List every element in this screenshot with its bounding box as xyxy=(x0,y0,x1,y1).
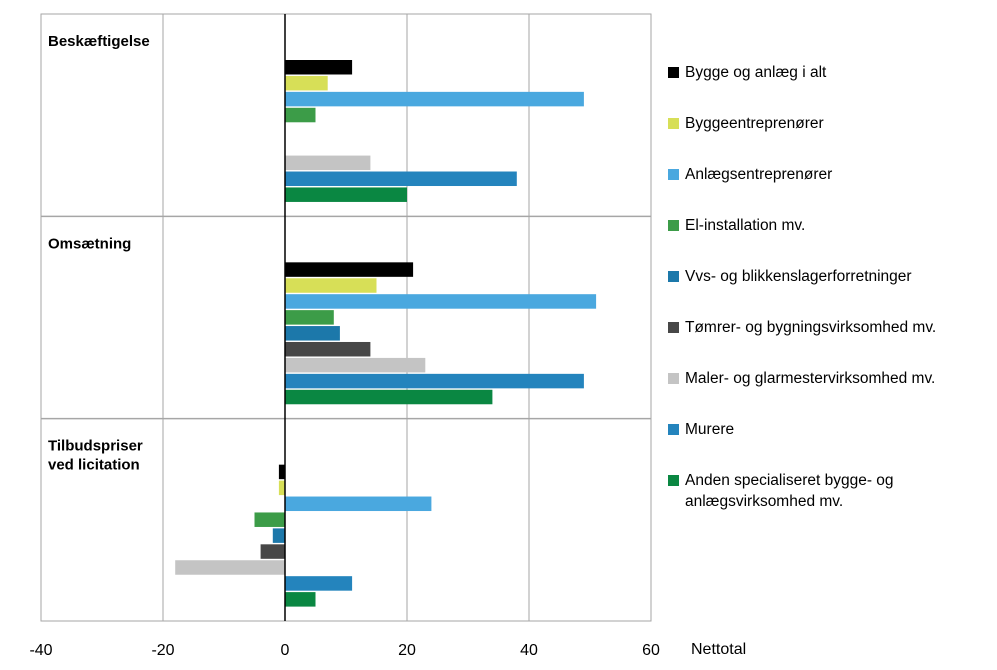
bar xyxy=(285,496,432,512)
bar xyxy=(285,389,493,405)
legend-swatch xyxy=(668,424,679,435)
panel-title-line: Tilbudspriser xyxy=(48,438,143,455)
legend-label: Maler- og glarmestervirksomhed mv. xyxy=(685,370,936,387)
bar xyxy=(285,592,316,607)
bar xyxy=(285,107,316,123)
bar xyxy=(260,544,285,559)
legend-label: Byggeentreprenører xyxy=(685,115,824,132)
x-tick-label: 60 xyxy=(642,642,660,659)
bar xyxy=(285,278,377,293)
panel-title: Omsætning xyxy=(48,235,131,252)
legend-item: Anlægsentreprenører xyxy=(668,164,832,185)
bar xyxy=(285,75,328,91)
legend-label: Bygge og anlæg i alt xyxy=(685,64,827,81)
bar xyxy=(285,91,584,107)
bar xyxy=(285,171,517,187)
legend: Bygge og anlæg i alt Byggeentreprenører An… xyxy=(668,0,997,670)
bar xyxy=(272,528,285,543)
legend-label: El-installation mv. xyxy=(685,217,806,234)
bar xyxy=(285,60,353,75)
bar xyxy=(285,341,371,357)
legend-item: Maler- og glarmestervirksomhed mv. xyxy=(668,368,935,389)
x-tick-label: 0 xyxy=(281,642,290,659)
legend-item: Tømrer- og bygningsvirksomhed mv. xyxy=(668,317,936,338)
legend-label: Anlægsentreprenører xyxy=(685,166,833,183)
x-tick-label: 40 xyxy=(520,642,538,659)
legend-swatch xyxy=(668,118,679,129)
bar xyxy=(175,560,285,575)
bar xyxy=(285,294,597,309)
legend-item: Murere xyxy=(668,419,734,440)
x-tick-label: 20 xyxy=(398,642,416,659)
bar xyxy=(285,187,407,202)
legend-label: Murere xyxy=(685,421,735,438)
legend-swatch xyxy=(668,373,679,384)
legend-item: Vvs- og blikkenslagerforretninger xyxy=(668,266,912,287)
panel-title: Tilbudspriser ved licitation xyxy=(48,438,143,474)
panel-title-line: ved licitation xyxy=(48,457,140,474)
bar xyxy=(285,326,340,341)
bar xyxy=(254,512,285,527)
legend-swatch xyxy=(668,169,679,180)
legend-item: Byggeentreprenører xyxy=(668,113,824,134)
bar xyxy=(285,373,584,389)
bar xyxy=(285,262,414,277)
panel-title: Beskæftigelse xyxy=(48,33,150,50)
bar xyxy=(285,310,334,325)
legend-item: Bygge og anlæg i alt xyxy=(668,62,826,83)
legend-label: Vvs- og blikkenslagerforretninger xyxy=(685,268,912,285)
plot-frame xyxy=(40,13,652,622)
legend-swatch xyxy=(668,67,679,78)
bar xyxy=(278,480,285,496)
bar xyxy=(278,464,285,480)
panel-title-line: Omsætning xyxy=(48,235,131,252)
panel-title-line: Beskæftigelse xyxy=(48,33,150,50)
x-tick-label: -40 xyxy=(29,642,52,659)
legend-swatch xyxy=(668,475,679,486)
x-unit-label: Nettotal xyxy=(691,641,746,658)
legend-label: Tømrer- og bygningsvirksomhed mv. xyxy=(685,319,937,336)
x-tick-label: -20 xyxy=(151,642,174,659)
legend-swatch xyxy=(668,271,679,282)
bar xyxy=(285,576,353,591)
legend-swatch xyxy=(668,322,679,333)
legend-label: Anden specialiseret bygge- og anlægsvirk… xyxy=(685,472,894,510)
legend-item: Anden specialiseret bygge- og anlægsvirk… xyxy=(668,470,894,512)
bar xyxy=(285,357,426,373)
legend-item: El-installation mv. xyxy=(668,215,805,236)
legend-swatch xyxy=(668,220,679,231)
bar xyxy=(285,155,371,171)
